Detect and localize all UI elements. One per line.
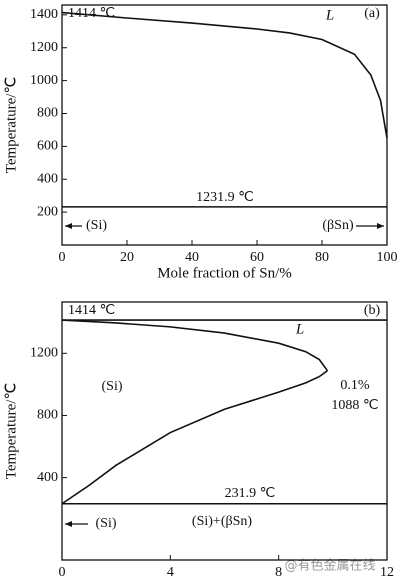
y-tick-label: 400 <box>37 171 58 186</box>
annotation: (Si) <box>86 218 107 233</box>
arrow-head <box>65 223 72 229</box>
y-axis-label: Temperature/℃ <box>3 383 19 480</box>
x-tick-label: 12 <box>380 565 394 579</box>
y-axis-label: Temperature/℃ <box>3 77 19 174</box>
x-tick-label: 100 <box>377 250 398 265</box>
annotation: 231.9 ℃ <box>225 486 276 501</box>
annotation: 1231.9 ℃ <box>196 190 254 205</box>
x-tick-label: 40 <box>185 250 199 265</box>
curve <box>61 370 328 505</box>
annotation: L <box>325 7 334 23</box>
y-tick-label: 1200 <box>30 40 58 55</box>
y-tick-label: 800 <box>37 408 58 423</box>
annotation: (Si)+(βSn) <box>192 514 252 529</box>
annotation: 1414 ℃ <box>68 6 115 21</box>
y-tick-label: 800 <box>37 106 58 121</box>
x-tick-label: 0 <box>59 565 66 579</box>
watermark: @有色金属在线 <box>284 558 375 574</box>
arrow-head <box>377 223 384 229</box>
x-tick-label: 60 <box>250 250 264 265</box>
annotation: 0.1% <box>340 378 370 393</box>
plot-frame <box>61 301 388 561</box>
annotation: 1414 ℃ <box>68 303 115 318</box>
x-tick-label: 20 <box>120 250 134 265</box>
y-tick-label: 600 <box>37 139 58 154</box>
x-tick-label: 4 <box>167 565 174 579</box>
x-tick-label: 0 <box>59 250 66 265</box>
curve <box>61 319 329 372</box>
y-tick-label: 1200 <box>30 346 58 361</box>
annotation: (βSn) <box>322 218 354 233</box>
x-tick-label: 80 <box>315 250 329 265</box>
annotation: (Si) <box>96 516 117 531</box>
annotation: L <box>295 321 304 337</box>
plot-frame <box>61 4 388 246</box>
annotation: (Si) <box>102 379 123 394</box>
y-tick-label: 1400 <box>30 7 58 22</box>
y-tick-label: 200 <box>37 204 58 219</box>
annotation: 1088 ℃ <box>331 398 378 413</box>
arrow-head <box>65 521 72 527</box>
x-tick-label: 8 <box>275 565 282 579</box>
x-axis-label: Mole fraction of Sn/% <box>157 265 292 281</box>
annotation: (a) <box>364 6 380 21</box>
y-tick-label: 1000 <box>30 73 58 88</box>
y-tick-label: 400 <box>37 470 58 485</box>
curve <box>61 11 388 139</box>
annotation: (b) <box>364 303 381 318</box>
